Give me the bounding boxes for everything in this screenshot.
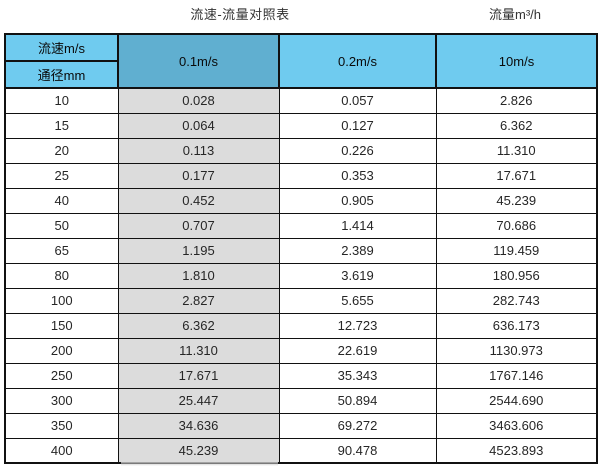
- flow-value-10ms: 180.956: [435, 262, 598, 289]
- diameter-cell: 200: [4, 337, 119, 364]
- flow-value-10ms: 3463.606: [435, 412, 598, 439]
- flow-value-10ms: 70.686: [435, 212, 598, 239]
- header-diameter-label: 通径mm: [4, 60, 119, 89]
- table-row: 250 17.671 35.343 1767.146: [4, 362, 598, 389]
- diameter-cell: 20: [4, 137, 119, 164]
- flow-value-0-2ms: 0.353: [278, 162, 437, 189]
- header-col-0-2ms: 0.2m/s: [278, 33, 437, 89]
- flow-value-10ms: 636.173: [435, 312, 598, 339]
- table-row: 10 0.028 0.057 2.826: [4, 87, 598, 114]
- flow-value-0-1ms: 0.113: [117, 137, 280, 164]
- flow-value-10ms: 45.239: [435, 187, 598, 214]
- flow-value-10ms: 119.459: [435, 237, 598, 264]
- table-row: 25 0.177 0.353 17.671: [4, 162, 598, 189]
- flow-value-0-1ms: 11.310: [117, 337, 280, 364]
- flow-value-0-2ms: 69.272: [278, 412, 437, 439]
- diameter-cell: 350: [4, 412, 119, 439]
- flow-value-10ms: 282.743: [435, 287, 598, 314]
- table-row: 300 25.447 50.894 2544.690: [4, 387, 598, 414]
- table-row: 80 1.810 3.619 180.956: [4, 262, 598, 289]
- table-title: 流速-流量对照表: [190, 7, 290, 22]
- flow-value-0-2ms: 3.619: [278, 262, 437, 289]
- diameter-cell: 50: [4, 212, 119, 239]
- title-row: 流速-流量对照表 流量m³/h: [0, 4, 600, 26]
- flow-value-0-1ms: 0.452: [117, 187, 280, 214]
- table-body: 10 0.028 0.057 2.826 15 0.064 0.127 6.362 20 0.11…: [4, 87, 598, 464]
- diameter-cell: 15: [4, 112, 119, 139]
- table-header: 流速m/s 0.1m/s 0.2m/s 10m/s 通径mm: [4, 33, 598, 89]
- flow-value-0-2ms: 1.414: [278, 212, 437, 239]
- flow-value-0-1ms: 25.447: [117, 387, 280, 414]
- flow-value-10ms: 2544.690: [435, 387, 598, 414]
- flow-value-0-1ms: 6.362: [117, 312, 280, 339]
- flow-value-0-1ms: 17.671: [117, 362, 280, 389]
- header-col-0-1ms: 0.1m/s: [117, 33, 280, 89]
- diameter-cell: 150: [4, 312, 119, 339]
- table-row: 20 0.113 0.226 11.310: [4, 137, 598, 164]
- table-row: 40 0.452 0.905 45.239: [4, 187, 598, 214]
- flow-value-0-2ms: 35.343: [278, 362, 437, 389]
- flow-value-0-1ms: 1.810: [117, 262, 280, 289]
- header-velocity-label: 流速m/s: [4, 33, 119, 62]
- flow-value-0-1ms: 0.028: [117, 87, 280, 114]
- flow-value-0-2ms: 0.905: [278, 187, 437, 214]
- diameter-cell: 80: [4, 262, 119, 289]
- flow-value-0-1ms: 0.177: [117, 162, 280, 189]
- flow-value-10ms: 6.362: [435, 112, 598, 139]
- flow-value-0-2ms: 12.723: [278, 312, 437, 339]
- flow-rate-table: 流速m/s 0.1m/s 0.2m/s 10m/s 通径mm 10 0.028 0.…: [4, 33, 598, 464]
- flow-value-0-2ms: 2.389: [278, 237, 437, 264]
- flow-value-10ms: 1130.973: [435, 337, 598, 364]
- table-row: 350 34.636 69.272 3463.606: [4, 412, 598, 439]
- flow-value-0-1ms: 0.064: [117, 112, 280, 139]
- flow-value-0-2ms: 50.894: [278, 387, 437, 414]
- diameter-cell: 250: [4, 362, 119, 389]
- flow-value-10ms: 4523.893: [435, 437, 598, 464]
- table-row: 400 45.239 90.478 4523.893: [4, 437, 598, 464]
- diameter-cell: 100: [4, 287, 119, 314]
- diameter-cell: 25: [4, 162, 119, 189]
- diameter-cell: 40: [4, 187, 119, 214]
- table-row: 100 2.827 5.655 282.743: [4, 287, 598, 314]
- flow-value-0-1ms: 1.195: [117, 237, 280, 264]
- flow-value-0-2ms: 5.655: [278, 287, 437, 314]
- diameter-cell: 65: [4, 237, 119, 264]
- flow-value-0-1ms: 34.636: [117, 412, 280, 439]
- flow-value-0-1ms: 2.827: [117, 287, 280, 314]
- table-row: 200 11.310 22.619 1130.973: [4, 337, 598, 364]
- flow-value-0-1ms: 0.707: [117, 212, 280, 239]
- flow-value-0-2ms: 22.619: [278, 337, 437, 364]
- diameter-cell: 400: [4, 437, 119, 464]
- flow-value-10ms: 2.826: [435, 87, 598, 114]
- diameter-cell: 10: [4, 87, 119, 114]
- flow-value-10ms: 1767.146: [435, 362, 598, 389]
- flow-value-10ms: 11.310: [435, 137, 598, 164]
- table-row: 65 1.195 2.389 119.459: [4, 237, 598, 264]
- flow-value-0-1ms: 45.239: [117, 437, 280, 464]
- header-col-10ms: 10m/s: [435, 33, 598, 89]
- flow-unit-label: 流量m³/h: [488, 7, 541, 22]
- table-row: 15 0.064 0.127 6.362: [4, 112, 598, 139]
- table-row: 150 6.362 12.723 636.173: [4, 312, 598, 339]
- highlighted-column-shadow: [121, 462, 278, 466]
- flow-value-0-2ms: 0.226: [278, 137, 437, 164]
- flow-value-0-2ms: 0.127: [278, 112, 437, 139]
- table-row: 50 0.707 1.414 70.686: [4, 212, 598, 239]
- flow-value-0-2ms: 0.057: [278, 87, 437, 114]
- flow-value-0-2ms: 90.478: [278, 437, 437, 464]
- flow-value-10ms: 17.671: [435, 162, 598, 189]
- diameter-cell: 300: [4, 387, 119, 414]
